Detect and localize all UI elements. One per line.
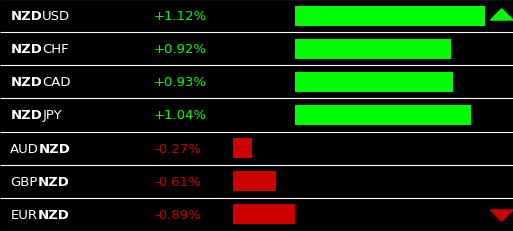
Text: +1.04%: +1.04% bbox=[154, 109, 207, 122]
Text: CAD: CAD bbox=[42, 76, 71, 89]
Text: NZD: NZD bbox=[37, 175, 69, 188]
Text: USD: USD bbox=[42, 10, 70, 23]
Bar bbox=[295, 40, 451, 59]
Bar bbox=[233, 139, 252, 158]
Text: EUR: EUR bbox=[10, 208, 37, 221]
Bar bbox=[233, 205, 295, 224]
Polygon shape bbox=[490, 10, 513, 21]
Text: AUD: AUD bbox=[10, 142, 39, 155]
Text: CHF: CHF bbox=[42, 43, 69, 56]
Bar bbox=[233, 172, 275, 191]
Polygon shape bbox=[490, 210, 513, 221]
Bar bbox=[295, 106, 471, 125]
Text: +1.12%: +1.12% bbox=[154, 10, 207, 23]
Text: -0.61%: -0.61% bbox=[154, 175, 201, 188]
Text: NZD: NZD bbox=[37, 208, 69, 221]
Text: -0.27%: -0.27% bbox=[154, 142, 201, 155]
Text: +0.93%: +0.93% bbox=[154, 76, 207, 89]
Bar bbox=[295, 73, 452, 92]
Text: JPY: JPY bbox=[42, 109, 62, 122]
Bar bbox=[295, 7, 485, 26]
Text: +0.92%: +0.92% bbox=[154, 43, 207, 56]
Text: NZD: NZD bbox=[39, 142, 71, 155]
Text: NZD: NZD bbox=[10, 10, 42, 23]
Text: GBP: GBP bbox=[10, 175, 37, 188]
Text: NZD: NZD bbox=[10, 43, 42, 56]
Text: -0.89%: -0.89% bbox=[154, 208, 201, 221]
Text: NZD: NZD bbox=[10, 76, 42, 89]
Text: NZD: NZD bbox=[10, 109, 42, 122]
